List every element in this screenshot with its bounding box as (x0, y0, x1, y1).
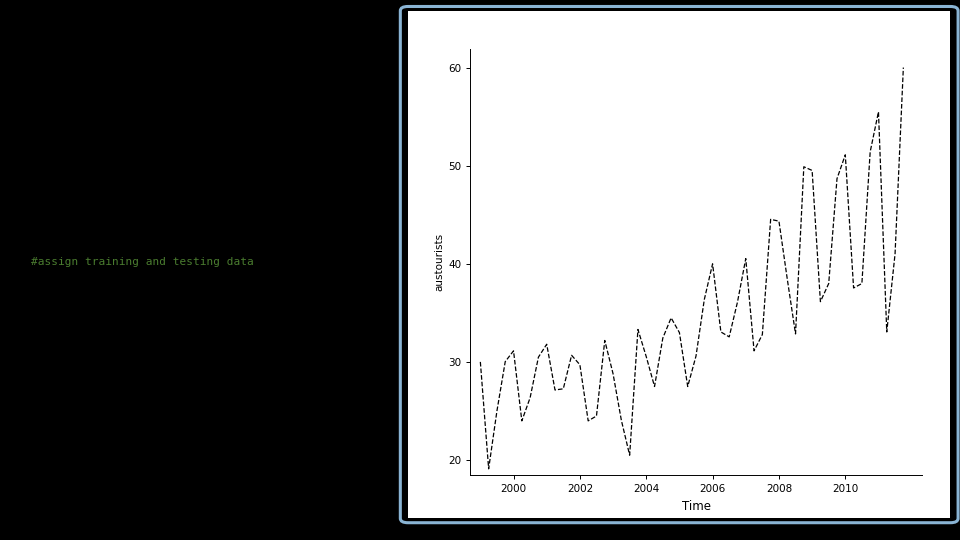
Text: start = 2009): start = 2009) (31, 404, 247, 414)
X-axis label: Time: Time (682, 500, 710, 513)
Text: plot(austourists): plot(austourists) (31, 220, 146, 231)
Text: aus.Train <- window(austourists,: aus.Train <- window(austourists, (31, 294, 247, 304)
Polygon shape (360, 230, 413, 338)
Text: Creating Forecasts: Creating Forecasts (38, 57, 311, 85)
Text: Forecasting Principles and Practice. Robert J Hyndman and
George Athanasopoulos: Forecasting Principles and Practice. Rob… (19, 484, 354, 508)
Text: library(fpp): library(fpp) (31, 184, 112, 194)
Text: #assign training and testing data: #assign training and testing data (31, 257, 253, 267)
Y-axis label: austourists: austourists (434, 233, 444, 291)
Text: end = 2008.75): end = 2008.75) (31, 330, 267, 341)
Text: ausTest <- window(austourists,: ausTest <- window(austourists, (31, 367, 233, 377)
